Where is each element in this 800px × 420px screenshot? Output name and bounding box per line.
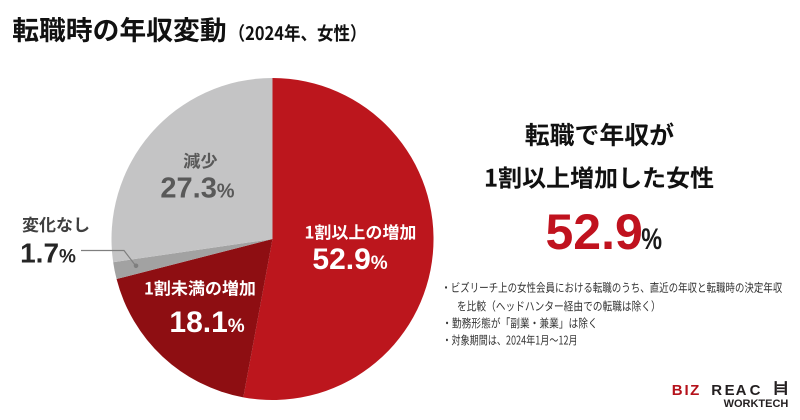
svg-text:A: A [736, 382, 747, 399]
svg-text:%: % [641, 222, 662, 255]
svg-text:%: % [59, 247, 76, 268]
svg-text:R: R [711, 382, 722, 399]
svg-text:1.7: 1.7 [20, 238, 59, 269]
svg-text:%: % [228, 316, 245, 337]
svg-text:27.3: 27.3 [160, 173, 216, 205]
svg-text:B: B [672, 382, 683, 399]
svg-text:WORKTECH: WORKTECH [724, 398, 789, 410]
svg-text:I: I [685, 382, 689, 399]
svg-text:18.1: 18.1 [169, 306, 227, 339]
svg-text:C: C [750, 382, 761, 399]
svg-text:52.9: 52.9 [312, 243, 370, 276]
svg-text:Z: Z [690, 382, 699, 399]
svg-text:%: % [217, 181, 235, 203]
svg-text:52.9: 52.9 [546, 204, 643, 260]
svg-text:E: E [725, 382, 735, 399]
svg-text:%: % [371, 253, 388, 274]
